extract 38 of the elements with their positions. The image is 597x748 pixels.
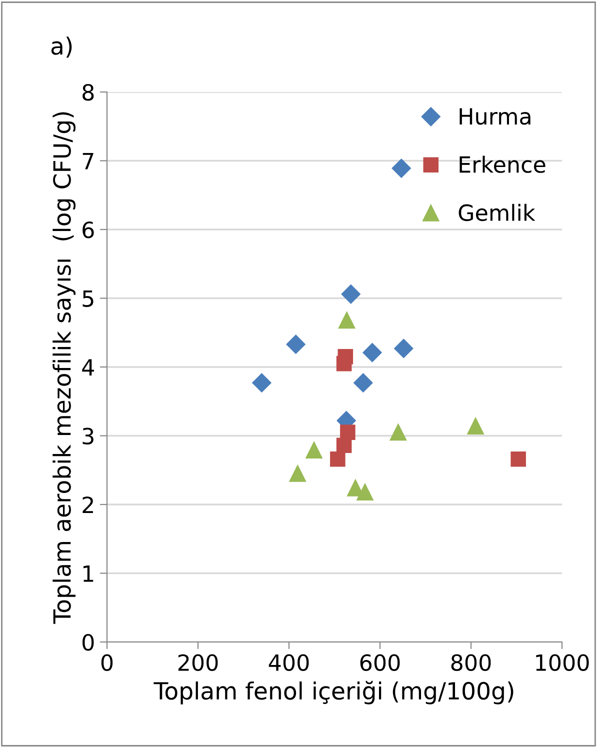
point <box>336 356 352 372</box>
x-tick-label: 1000 <box>536 654 589 672</box>
x-tick-label: 0 <box>101 654 113 672</box>
y-axis-title: Toplam aerobik mezofilik sayısı (log CFU/g) <box>52 112 76 624</box>
x-axis-title: Toplam fenol içeriği (mg/100g) <box>154 680 514 704</box>
point <box>306 442 322 459</box>
point <box>354 373 373 392</box>
y-tick-label: 7 <box>82 152 94 170</box>
point <box>467 418 484 434</box>
legend-label: Gemlik <box>458 204 536 222</box>
point <box>390 424 407 441</box>
point <box>510 451 526 467</box>
point <box>252 373 272 392</box>
point <box>338 312 356 329</box>
text: a) <box>51 36 72 58</box>
x-tick-label: 600 <box>360 654 400 672</box>
y-tick-label: 5 <box>82 290 94 308</box>
legend-label: Hurma <box>460 108 530 125</box>
point <box>394 338 414 358</box>
point <box>289 465 306 482</box>
y-tick-label: 3 <box>82 428 94 445</box>
y-tick-label: 4 <box>82 359 94 376</box>
point <box>392 158 411 178</box>
point <box>336 438 352 454</box>
x-tick-label: 200 <box>178 654 218 672</box>
y-tick-label: 0 <box>82 634 94 651</box>
y-tick-label: 1 <box>83 565 94 582</box>
y-tick-label: 2 <box>82 496 93 513</box>
point <box>362 343 382 362</box>
point <box>341 284 360 304</box>
x-tick-label: 800 <box>451 654 491 672</box>
y-tick-label: 8 <box>82 84 94 101</box>
point <box>330 451 346 467</box>
point <box>286 334 306 354</box>
point <box>356 484 374 500</box>
y-tick-label: 6 <box>82 221 94 238</box>
x-tick-label: 400 <box>268 654 309 672</box>
legend-label: Erkence <box>460 156 546 173</box>
